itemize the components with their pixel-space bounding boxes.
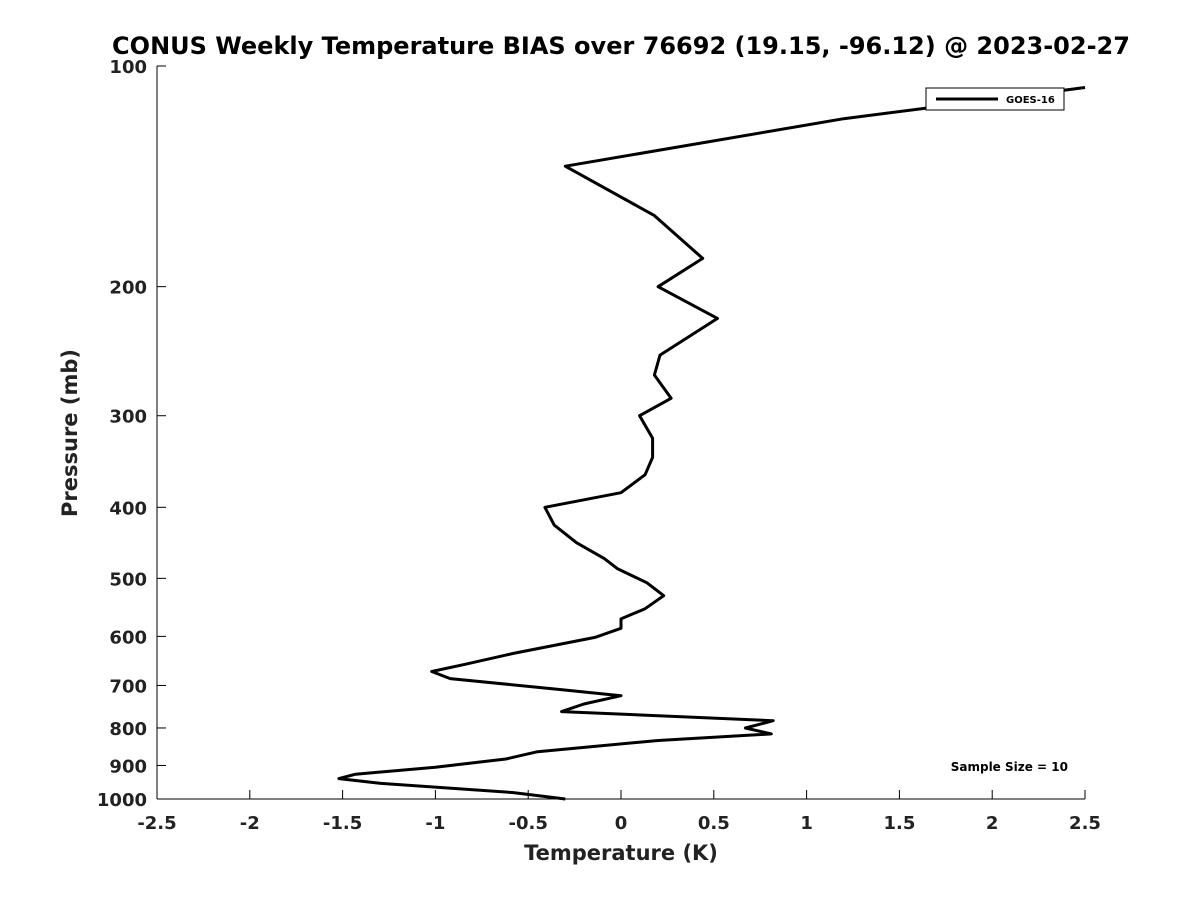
series-line-goes-16 — [337, 86, 1086, 801]
series-layer — [337, 86, 1086, 801]
x-tick-label: 2 — [986, 813, 999, 834]
legend: GOES-16 — [925, 87, 1065, 111]
y-tick-label: 900 — [109, 756, 147, 777]
plot-frame — [156, 66, 1085, 800]
y-tick-label: 800 — [109, 719, 147, 740]
x-axis-label: Temperature (K) — [524, 841, 718, 865]
x-tick-label: 2.5 — [1069, 813, 1101, 834]
x-tick-label: 1 — [800, 813, 813, 834]
y-axis-ticks: 100 200 300 400 500 600 700 800 900 1000 — [97, 57, 166, 811]
x-tick-label: -1 — [425, 813, 445, 834]
y-tick-label: 500 — [109, 569, 147, 590]
x-tick-label: 1.5 — [883, 813, 915, 834]
y-tick-label: 1000 — [97, 790, 147, 811]
y-tick-label: 600 — [109, 627, 147, 648]
x-tick-label: 0.5 — [698, 813, 730, 834]
x-tick-label: -2 — [240, 813, 260, 834]
x-tick-label: -1.5 — [323, 813, 362, 834]
y-tick-label: 400 — [109, 498, 147, 519]
y-tick-label: 300 — [109, 407, 147, 428]
y-axis-label: Pressure (mb) — [58, 349, 82, 517]
x-tick-label: 0 — [615, 813, 628, 834]
legend-label-goes-16: GOES-16 — [1006, 95, 1055, 106]
x-tick-label: -2.5 — [137, 813, 176, 834]
chart-title: CONUS Weekly Temperature BIAS over 76692… — [112, 32, 1130, 60]
x-tick-label: -0.5 — [509, 813, 548, 834]
y-tick-label: 100 — [109, 57, 147, 78]
sample-size-annotation: Sample Size = 10 — [951, 760, 1068, 774]
y-tick-label: 700 — [109, 676, 147, 697]
x-axis-ticks: -2.5 -2 -1.5 -1 -0.5 0 0.5 1 1.5 2 2.5 — [137, 790, 1101, 834]
y-tick-label: 200 — [109, 278, 147, 299]
